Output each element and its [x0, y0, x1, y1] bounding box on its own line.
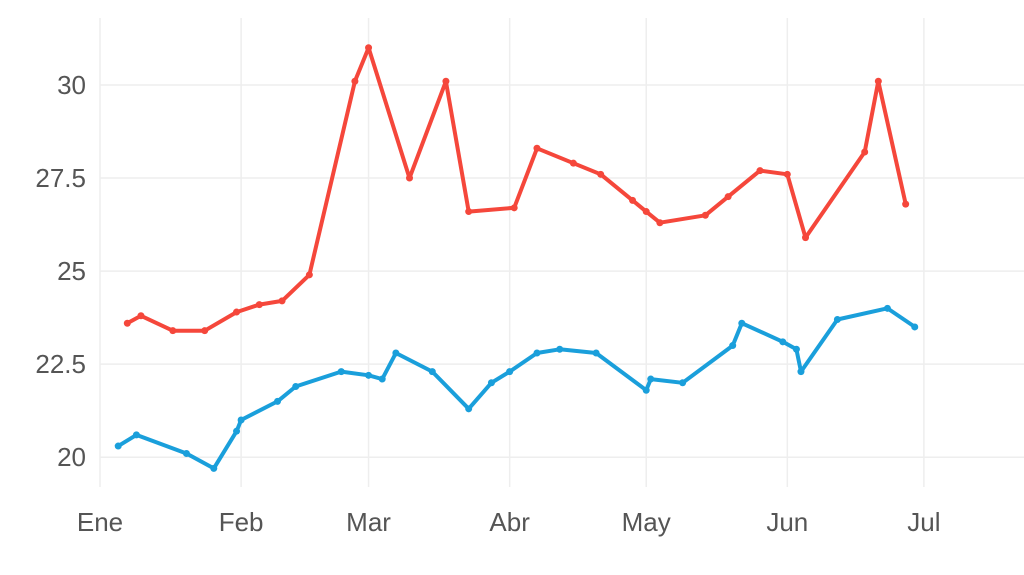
data-point	[642, 208, 650, 216]
data-point	[182, 450, 190, 457]
series	[114, 44, 919, 472]
data-point	[378, 375, 386, 383]
data-point	[874, 77, 882, 85]
data-point	[783, 170, 791, 178]
x-axis-ticks: Ene Feb Mar Abr May Jun Jul	[77, 507, 941, 537]
data-point	[861, 148, 869, 156]
data-point	[487, 379, 495, 387]
series-line	[125, 45, 908, 333]
grid	[99, 18, 1024, 487]
data-point	[392, 349, 400, 357]
data-point	[911, 323, 919, 331]
data-point	[647, 375, 655, 383]
data-point	[337, 368, 345, 376]
data-point	[883, 304, 891, 312]
data-point	[902, 200, 910, 208]
data-point	[442, 77, 450, 85]
data-point	[701, 211, 709, 219]
data-point	[629, 196, 637, 204]
y-tick-label: 27.5	[35, 163, 86, 193]
x-tick-label: Abr	[489, 507, 530, 537]
x-tick-label: Jul	[907, 507, 940, 537]
data-point	[656, 219, 664, 227]
data-point	[233, 427, 241, 435]
y-tick-label: 30	[57, 70, 86, 100]
data-point	[305, 271, 313, 279]
data-point	[233, 308, 241, 316]
data-point	[556, 345, 564, 353]
y-tick-label: 22.5	[35, 349, 86, 379]
data-point	[729, 342, 737, 350]
data-point	[533, 144, 541, 152]
data-point	[365, 44, 373, 52]
data-point	[592, 349, 600, 357]
data-point	[679, 379, 687, 387]
data-point	[428, 368, 436, 376]
x-tick-label: Ene	[77, 507, 123, 537]
data-point	[792, 345, 800, 353]
data-point	[797, 368, 805, 376]
data-point	[137, 312, 145, 320]
data-point	[779, 338, 787, 346]
y-axis-ticks: 20 22.5 25 27.5 30	[35, 70, 86, 472]
series-1	[123, 44, 910, 335]
data-point	[465, 405, 473, 413]
data-point	[506, 368, 514, 376]
data-point	[406, 174, 414, 182]
data-point	[278, 297, 286, 305]
data-point	[465, 208, 473, 216]
data-point	[201, 327, 209, 335]
data-point	[132, 431, 140, 439]
data-point	[237, 416, 245, 424]
data-point	[169, 327, 177, 335]
data-point	[210, 464, 218, 472]
x-tick-label: Feb	[219, 507, 264, 537]
x-tick-label: Mar	[346, 507, 391, 537]
data-point	[114, 442, 122, 450]
data-point	[724, 193, 732, 201]
data-point	[365, 371, 373, 379]
series-2	[114, 304, 919, 472]
data-point	[642, 386, 650, 394]
x-tick-label: Jun	[766, 507, 808, 537]
data-point	[510, 204, 518, 212]
y-tick-label: 20	[57, 442, 86, 472]
data-point	[274, 397, 282, 405]
data-point	[597, 170, 605, 178]
data-point	[833, 316, 841, 323]
data-point	[756, 167, 764, 175]
data-point	[738, 319, 746, 327]
data-point	[292, 383, 300, 390]
data-point	[802, 234, 810, 242]
x-tick-label: May	[622, 507, 671, 537]
data-point	[569, 159, 577, 167]
data-point	[255, 301, 263, 309]
data-point	[351, 77, 359, 85]
y-tick-label: 25	[57, 256, 86, 286]
series-line	[116, 306, 917, 471]
data-point	[123, 319, 131, 327]
data-point	[533, 349, 541, 357]
